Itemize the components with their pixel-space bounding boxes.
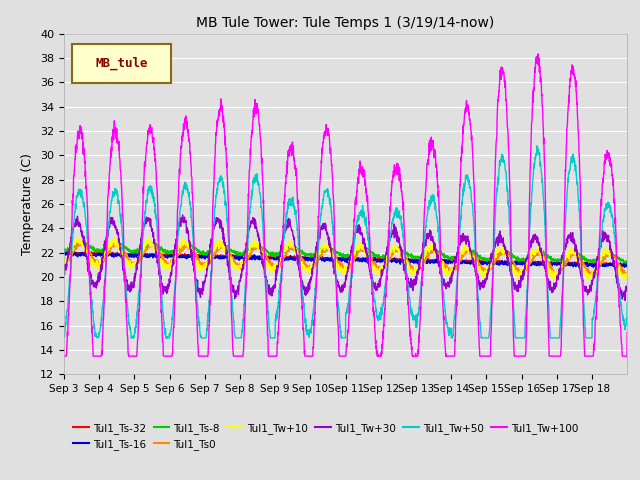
Tul1_Tw+10 bbox=[380, 263, 387, 268]
Tul1_Tw+100 bbox=[380, 336, 387, 341]
Tul1_Ts-8 bbox=[590, 261, 598, 266]
Tul1_Tw+100 bbox=[623, 330, 631, 336]
Tul1_Ts0 bbox=[623, 273, 631, 278]
Tul1_Tw+30 bbox=[616, 286, 623, 291]
Tul1_Tw+100 bbox=[547, 353, 555, 359]
Tul1_Ts-8 bbox=[238, 252, 246, 258]
Tul1_Tw+10 bbox=[620, 276, 627, 282]
Line: Tul1_Ts-8: Tul1_Ts-8 bbox=[64, 241, 627, 264]
Tul1_Ts0 bbox=[238, 264, 246, 269]
Tul1_Ts-32 bbox=[116, 251, 124, 257]
Tul1_Ts-8 bbox=[515, 256, 523, 262]
Tul1_Ts-8 bbox=[116, 243, 124, 249]
Tul1_Tw+50 bbox=[116, 215, 124, 221]
Tul1_Tw+10 bbox=[60, 263, 68, 268]
Tul1_Ts-16 bbox=[547, 260, 555, 266]
Tul1_Ts-8 bbox=[380, 253, 387, 259]
Tul1_Ts-32 bbox=[238, 253, 246, 259]
Tul1_Ts-32 bbox=[611, 263, 619, 269]
Tul1_Ts0 bbox=[616, 261, 623, 267]
Tul1_Ts-16 bbox=[380, 257, 387, 263]
Tul1_Tw+100 bbox=[616, 303, 623, 309]
Tul1_Ts-8 bbox=[616, 257, 623, 263]
Tul1_Tw+10 bbox=[111, 234, 119, 240]
Tul1_Ts-32 bbox=[61, 249, 68, 254]
Tul1_Tw+100 bbox=[116, 167, 124, 172]
Tul1_Ts-16 bbox=[623, 261, 631, 267]
Tul1_Ts-32 bbox=[616, 261, 623, 267]
Tul1_Ts-32 bbox=[547, 259, 555, 265]
Tul1_Ts0 bbox=[150, 239, 158, 245]
Tul1_Tw+50 bbox=[238, 327, 246, 333]
Line: Tul1_Tw+10: Tul1_Tw+10 bbox=[64, 237, 627, 279]
Tul1_Tw+50 bbox=[94, 335, 102, 341]
Tul1_Ts0 bbox=[515, 270, 523, 276]
Line: Tul1_Tw+30: Tul1_Tw+30 bbox=[64, 215, 627, 301]
Tul1_Tw+50 bbox=[515, 335, 523, 341]
Tul1_Tw+10 bbox=[547, 274, 555, 279]
Tul1_Ts0 bbox=[60, 260, 68, 265]
Tul1_Ts-16 bbox=[60, 251, 68, 256]
Y-axis label: Temperature (C): Temperature (C) bbox=[22, 153, 35, 255]
Tul1_Ts-32 bbox=[623, 262, 631, 267]
Tul1_Tw+50 bbox=[380, 297, 387, 302]
Line: Tul1_Tw+100: Tul1_Tw+100 bbox=[64, 54, 627, 356]
Text: MB_tule: MB_tule bbox=[96, 57, 148, 70]
Tul1_Tw+30 bbox=[60, 272, 68, 278]
Tul1_Tw+10 bbox=[623, 271, 631, 276]
Tul1_Ts-16 bbox=[589, 265, 597, 271]
Tul1_Tw+30 bbox=[380, 266, 387, 272]
Tul1_Ts-32 bbox=[515, 260, 523, 265]
Tul1_Tw+100 bbox=[238, 353, 246, 359]
Tul1_Ts-8 bbox=[77, 238, 84, 244]
Tul1_Ts0 bbox=[587, 274, 595, 279]
Tul1_Ts0 bbox=[547, 263, 555, 269]
Tul1_Ts-8 bbox=[623, 258, 631, 264]
Line: Tul1_Ts0: Tul1_Ts0 bbox=[64, 242, 627, 276]
Tul1_Tw+30 bbox=[179, 212, 186, 218]
Tul1_Tw+50 bbox=[616, 294, 623, 300]
Tul1_Tw+10 bbox=[616, 263, 623, 268]
Tul1_Tw+30 bbox=[621, 298, 629, 304]
Line: Tul1_Ts-16: Tul1_Ts-16 bbox=[64, 252, 627, 268]
Tul1_Tw+50 bbox=[60, 328, 68, 334]
Tul1_Ts-16 bbox=[116, 252, 124, 257]
Tul1_Tw+50 bbox=[623, 300, 631, 306]
Tul1_Tw+10 bbox=[238, 262, 246, 267]
Tul1_Tw+100 bbox=[534, 51, 542, 57]
FancyBboxPatch shape bbox=[72, 44, 171, 83]
Legend: Tul1_Ts-32, Tul1_Ts-16, Tul1_Ts-8, Tul1_Ts0, Tul1_Tw+10, Tul1_Tw+30, Tul1_Tw+50,: Tul1_Ts-32, Tul1_Ts-16, Tul1_Ts-8, Tul1_… bbox=[69, 419, 582, 454]
Tul1_Ts-16 bbox=[515, 260, 523, 266]
Tul1_Ts0 bbox=[380, 265, 387, 271]
Tul1_Ts-32 bbox=[380, 257, 387, 263]
Line: Tul1_Ts-32: Tul1_Ts-32 bbox=[64, 252, 627, 266]
Tul1_Ts-8 bbox=[547, 254, 555, 260]
Tul1_Tw+100 bbox=[60, 353, 68, 359]
Tul1_Ts-16 bbox=[616, 262, 623, 267]
Tul1_Tw+30 bbox=[547, 286, 555, 292]
Tul1_Tw+30 bbox=[116, 246, 124, 252]
Tul1_Ts-32 bbox=[60, 249, 68, 254]
Tul1_Tw+10 bbox=[116, 246, 124, 252]
Tul1_Tw+30 bbox=[623, 283, 631, 288]
Tul1_Tw+30 bbox=[238, 266, 246, 272]
Tul1_Ts-8 bbox=[60, 246, 68, 252]
Tul1_Tw+50 bbox=[533, 143, 541, 149]
Tul1_Tw+100 bbox=[515, 353, 523, 359]
Tul1_Ts0 bbox=[116, 243, 124, 249]
Tul1_Tw+30 bbox=[515, 283, 523, 288]
Tul1_Ts-16 bbox=[238, 255, 246, 261]
Tul1_Tw+10 bbox=[515, 272, 523, 278]
Tul1_Tw+50 bbox=[548, 335, 556, 341]
Title: MB Tule Tower: Tule Temps 1 (3/19/14-now): MB Tule Tower: Tule Temps 1 (3/19/14-now… bbox=[196, 16, 495, 30]
Line: Tul1_Tw+50: Tul1_Tw+50 bbox=[64, 146, 627, 338]
Tul1_Ts-16 bbox=[71, 249, 79, 255]
